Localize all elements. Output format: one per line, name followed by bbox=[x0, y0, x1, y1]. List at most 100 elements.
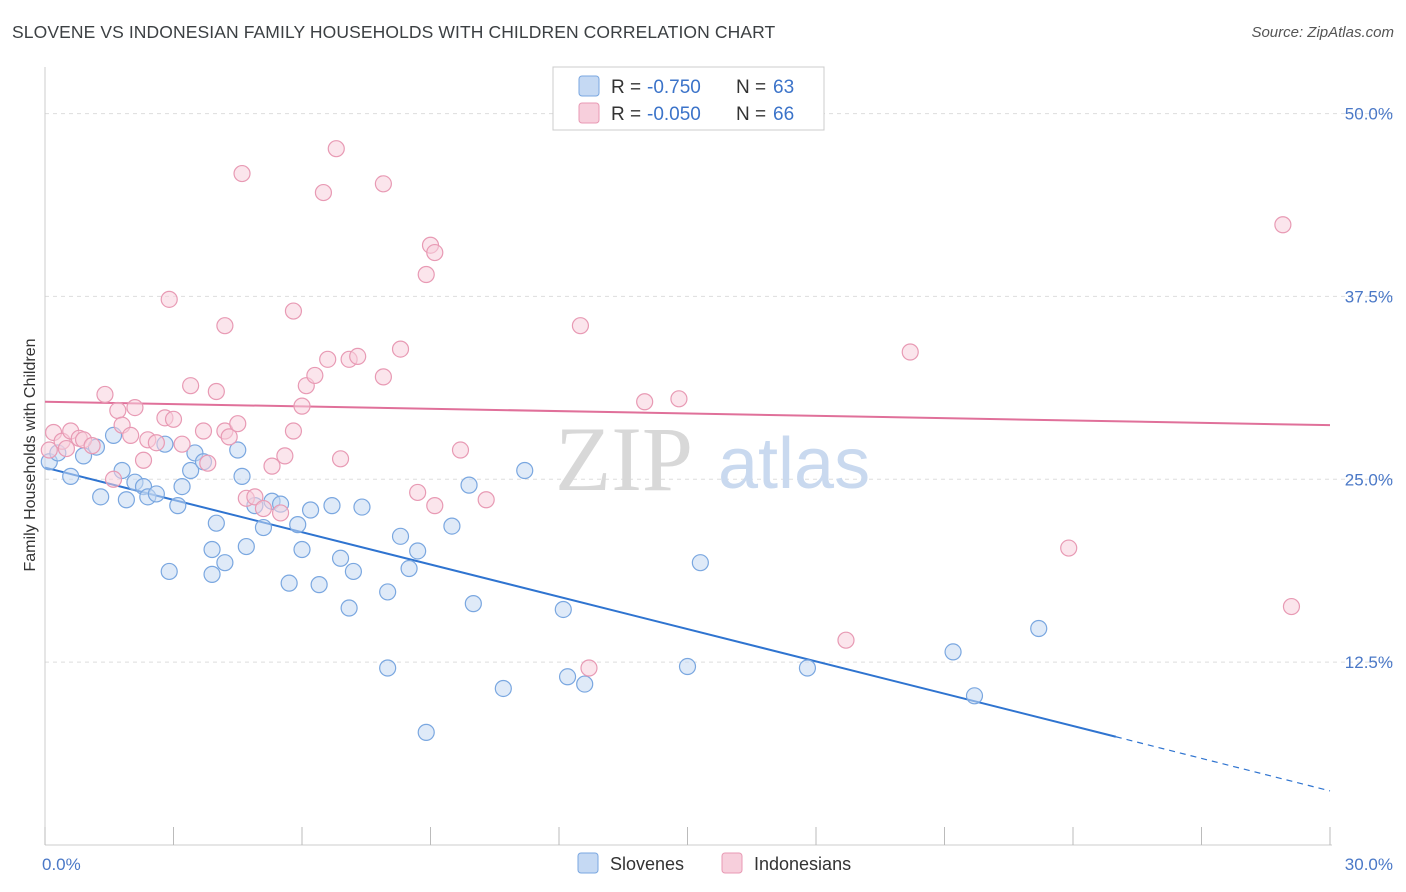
slovenes-point-55 bbox=[678, 657, 697, 676]
indonesians-point-21 bbox=[194, 422, 213, 440]
indonesians-point-22 bbox=[199, 454, 217, 472]
slovenes-point-32 bbox=[289, 516, 307, 534]
slovenes-point-42 bbox=[379, 659, 397, 677]
slovenes-point-24 bbox=[229, 441, 247, 459]
slovenes-point-58 bbox=[944, 643, 962, 661]
y-tick-label-0: 12.5% bbox=[1345, 653, 1393, 672]
slovenes-point-31 bbox=[280, 574, 298, 592]
trendline-slovenes bbox=[44, 466, 1117, 738]
slovenes-point-26 bbox=[237, 537, 255, 556]
slovenes-point-48 bbox=[460, 476, 478, 494]
indonesians-point-51 bbox=[314, 183, 333, 202]
indonesians-point-18 bbox=[164, 410, 183, 428]
slovenes-point-33 bbox=[293, 540, 311, 559]
slovenes-point-57 bbox=[798, 659, 817, 677]
y-axis-label: Family Households with Children bbox=[22, 339, 39, 572]
bottom-legend-slovenes: Slovenes bbox=[610, 854, 684, 874]
indonesians-point-28 bbox=[246, 488, 264, 506]
slovenes-point-22 bbox=[203, 565, 221, 583]
legend-swatch-indonesians bbox=[578, 102, 600, 124]
indonesians-point-7 bbox=[83, 437, 101, 455]
watermark: ZIP atlas bbox=[555, 408, 870, 510]
indonesians-point-65 bbox=[1282, 597, 1301, 616]
trendline-slovenes-extension bbox=[1115, 736, 1331, 792]
slovenes-point-6 bbox=[92, 488, 110, 506]
indonesians-point-57 bbox=[571, 317, 590, 335]
slovenes-point-54 bbox=[576, 675, 594, 693]
indonesians-point-42 bbox=[391, 340, 410, 358]
indonesians-point-49 bbox=[284, 302, 303, 320]
legend-n-value-2: 66 bbox=[773, 104, 794, 125]
indonesians-point-64 bbox=[1274, 216, 1292, 234]
slovenes-point-40 bbox=[353, 498, 371, 516]
indonesians-point-41 bbox=[374, 368, 392, 386]
slovenes-point-28 bbox=[254, 518, 273, 537]
correlation-legend: R = -0.750 N = 63 R = -0.050 N = 66 bbox=[552, 66, 825, 131]
indonesians-point-32 bbox=[276, 447, 294, 465]
indonesians-point-12 bbox=[122, 426, 140, 444]
slovenes-point-47 bbox=[443, 517, 461, 535]
slovenes-point-50 bbox=[494, 679, 512, 698]
slovenes-point-15 bbox=[173, 478, 191, 496]
legend-r-label-2: R = bbox=[611, 104, 641, 125]
slovenes-point-60 bbox=[1030, 619, 1048, 638]
slovenes-point-44 bbox=[400, 559, 418, 578]
indonesians-point-53 bbox=[374, 175, 392, 193]
slovenes-point-36 bbox=[323, 497, 341, 515]
slovenes-point-51 bbox=[516, 461, 534, 480]
slovenes-point-21 bbox=[216, 554, 234, 572]
indonesians-point-33 bbox=[284, 422, 303, 440]
indonesians-point-59 bbox=[636, 393, 654, 411]
legend-n-label-1: N = bbox=[736, 77, 766, 98]
gridlines bbox=[45, 113, 1393, 663]
data-points bbox=[40, 140, 1301, 741]
slovenes-point-56 bbox=[691, 554, 709, 572]
series-slovenes bbox=[40, 426, 1048, 741]
slovenes-point-23 bbox=[160, 562, 178, 581]
indonesians-point-37 bbox=[319, 350, 337, 368]
slovenes-point-14 bbox=[169, 497, 187, 515]
chart-title: SLOVENE VS INDONESIAN FAMILY HOUSEHOLDS … bbox=[12, 22, 776, 42]
y-tick-label-2: 37.5% bbox=[1345, 287, 1393, 306]
x-tick-max: 30.0% bbox=[1345, 855, 1393, 874]
indonesians-point-25 bbox=[220, 428, 238, 446]
slovenes-point-37 bbox=[331, 549, 350, 567]
source-label: Source: ZipAtlas.com bbox=[1251, 24, 1394, 41]
slovenes-point-52 bbox=[554, 600, 572, 619]
slovenes-point-25 bbox=[233, 467, 251, 485]
slovenes-point-46 bbox=[417, 723, 435, 741]
legend-r-value-1: -0.750 bbox=[647, 77, 701, 98]
indonesians-point-20 bbox=[182, 377, 200, 395]
indonesians-point-60 bbox=[670, 390, 688, 408]
trendline-indonesians bbox=[44, 400, 1331, 427]
indonesians-point-47 bbox=[160, 290, 178, 308]
indonesians-point-29 bbox=[254, 499, 273, 518]
watermark-zip: ZIP bbox=[555, 408, 693, 510]
slovenes-point-12 bbox=[147, 485, 165, 503]
indonesians-point-38 bbox=[331, 450, 350, 468]
slovenes-point-16 bbox=[182, 461, 200, 480]
series-indonesians bbox=[40, 140, 1301, 677]
indonesians-point-23 bbox=[207, 382, 225, 401]
legend-r-value-2: -0.050 bbox=[647, 104, 701, 125]
indonesians-point-8 bbox=[96, 385, 114, 404]
indonesians-point-26 bbox=[229, 415, 247, 433]
indonesians-point-52 bbox=[327, 140, 345, 158]
slovenes-point-38 bbox=[340, 599, 358, 617]
slovenes-point-49 bbox=[464, 595, 482, 613]
slovenes-point-2 bbox=[62, 467, 80, 485]
indonesians-point-36 bbox=[306, 366, 324, 385]
slovenes-point-45 bbox=[409, 542, 427, 560]
trendlines bbox=[44, 400, 1331, 792]
bottom-swatch-slovenes bbox=[577, 852, 599, 874]
indonesians-point-0 bbox=[40, 441, 58, 459]
indonesians-point-31 bbox=[271, 504, 290, 522]
y-tick-labels: 12.5% 25.0% 37.5% 50.0% bbox=[1345, 105, 1393, 673]
indonesians-point-46 bbox=[477, 491, 495, 509]
y-tick-label-3: 50.0% bbox=[1345, 105, 1393, 124]
slovenes-point-20 bbox=[203, 540, 221, 559]
slovenes-point-34 bbox=[301, 501, 320, 519]
indonesians-point-10 bbox=[109, 401, 127, 420]
watermark-atlas: atlas bbox=[718, 424, 870, 504]
